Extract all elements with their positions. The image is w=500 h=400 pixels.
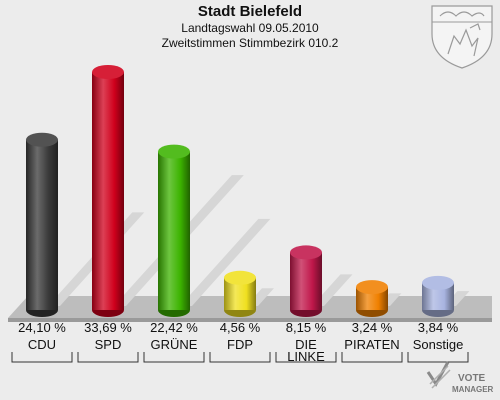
chart-subtitle-district: Zweitstimmen Stimmbezirk 010.2 — [161, 36, 339, 50]
bar-sonstige — [422, 275, 454, 317]
bars — [26, 65, 454, 317]
value-label: 33,69 % — [84, 320, 132, 335]
bar-shadow — [312, 274, 353, 306]
category-label: GRÜNE — [151, 337, 198, 352]
category-label: LINKE — [287, 349, 325, 364]
value-label: 3,24 % — [352, 320, 393, 335]
value-label: 24,10 % — [18, 320, 66, 335]
category-bracket — [341, 352, 403, 363]
bar-die-linke — [290, 245, 322, 317]
emblem-horse — [447, 28, 479, 57]
category-bracket — [143, 352, 205, 363]
emblem-detail — [469, 23, 481, 31]
bar-body — [92, 72, 124, 310]
bar-top — [92, 65, 124, 79]
category-bracket — [275, 352, 337, 363]
category-bracket — [407, 352, 469, 363]
bar-top — [422, 275, 454, 290]
bar-shadow — [180, 218, 271, 306]
bar-body — [26, 139, 58, 310]
bar-top — [158, 144, 190, 159]
emblem-wave — [439, 11, 485, 17]
bar-top — [26, 132, 58, 147]
category-label: FDP — [227, 337, 253, 352]
category-label: Sonstige — [413, 337, 464, 352]
value-label: 4,56 % — [220, 320, 261, 335]
value-label: 3,84 % — [418, 320, 459, 335]
bar-spd — [92, 65, 124, 317]
category-bracket — [77, 352, 139, 363]
coat-of-arms-emblem — [431, 5, 493, 69]
bar-body — [290, 252, 322, 310]
floor-plate-edge — [8, 318, 492, 322]
logo-check-mark — [426, 361, 450, 387]
bar-grüne — [158, 144, 190, 317]
category-bracket — [209, 352, 271, 363]
category-label: DIE — [295, 337, 317, 352]
category-label: CDU — [28, 337, 56, 352]
category-bracket — [11, 352, 73, 363]
logo-text-vote: VOTE — [458, 373, 486, 384]
category-label: PIRATEN — [344, 337, 399, 352]
logo-text-manager: MANAGER — [452, 385, 494, 394]
chart-subtitle-election: Landtagswahl 09.05.2010 — [181, 21, 319, 35]
bar-top — [224, 270, 256, 285]
category-label: SPD — [95, 337, 122, 352]
value-label: 8,15 % — [286, 320, 327, 335]
value-labels: 24,10 % 33,69 % 22,42 % 4,56 % 8,15 % 3,24 % 3… — [18, 320, 459, 335]
bar-top — [290, 245, 322, 260]
bar-top — [356, 280, 388, 295]
logo-stripes — [429, 365, 451, 389]
bar-body — [158, 151, 190, 310]
bar-piraten — [356, 280, 388, 317]
chart-title: Stadt Bielefeld — [197, 3, 303, 20]
value-label: 22,42 % — [150, 320, 198, 335]
bar-fdp — [224, 270, 256, 317]
bar-cdu — [26, 132, 58, 317]
